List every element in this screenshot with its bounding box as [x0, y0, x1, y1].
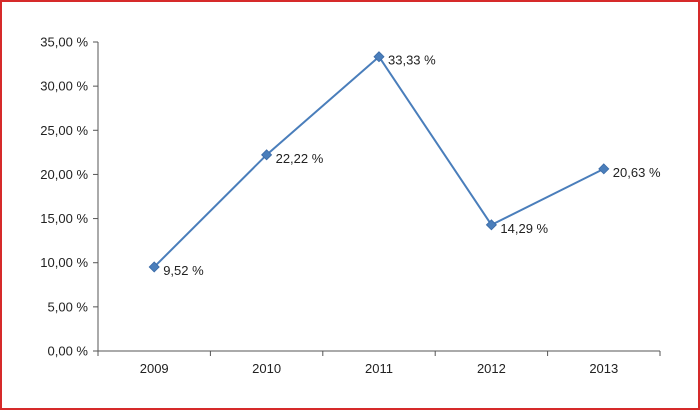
- x-tick-label: 2011: [365, 361, 393, 376]
- y-tick-label: 35,00 %: [40, 35, 88, 50]
- data-point-marker: [598, 163, 610, 175]
- data-label: 22,22 %: [276, 151, 324, 166]
- data-point-marker: [373, 51, 385, 63]
- y-tick-label: 5,00 %: [48, 299, 89, 314]
- data-point-marker: [485, 219, 497, 231]
- data-point-marker: [261, 149, 273, 161]
- y-tick-label: 20,00 %: [40, 167, 88, 182]
- y-tick-label: 25,00 %: [40, 123, 88, 138]
- y-tick-label: 10,00 %: [40, 255, 88, 270]
- y-axis-ticks: 0,00 % 5,00 % 10,00 % 15,00 % 20,00 % 25,00 %…: [40, 35, 98, 359]
- y-tick-label: 15,00 %: [40, 211, 88, 226]
- y-tick-label: 30,00 %: [40, 79, 88, 94]
- y-tick-label: 0,00 %: [48, 344, 89, 359]
- data-label: 14,29 %: [500, 221, 548, 236]
- data-label: 20,63 %: [613, 165, 661, 180]
- data-point-marker: [148, 261, 160, 273]
- x-tick-label: 2010: [252, 361, 281, 376]
- x-tick-label: 2012: [477, 361, 506, 376]
- data-label: 33,33 %: [388, 53, 436, 68]
- axes: [97, 42, 660, 352]
- series-group: [148, 51, 610, 273]
- x-tick-label: 2013: [589, 361, 618, 376]
- x-axis-ticks: 2009 2010 2011 2012 2013: [97, 351, 661, 376]
- x-tick-label: 2009: [140, 361, 169, 376]
- data-labels-group: 9,52 % 22,22 % 33,33 % 14,29 % 20,63 %: [163, 53, 661, 278]
- data-label: 9,52 %: [163, 263, 204, 278]
